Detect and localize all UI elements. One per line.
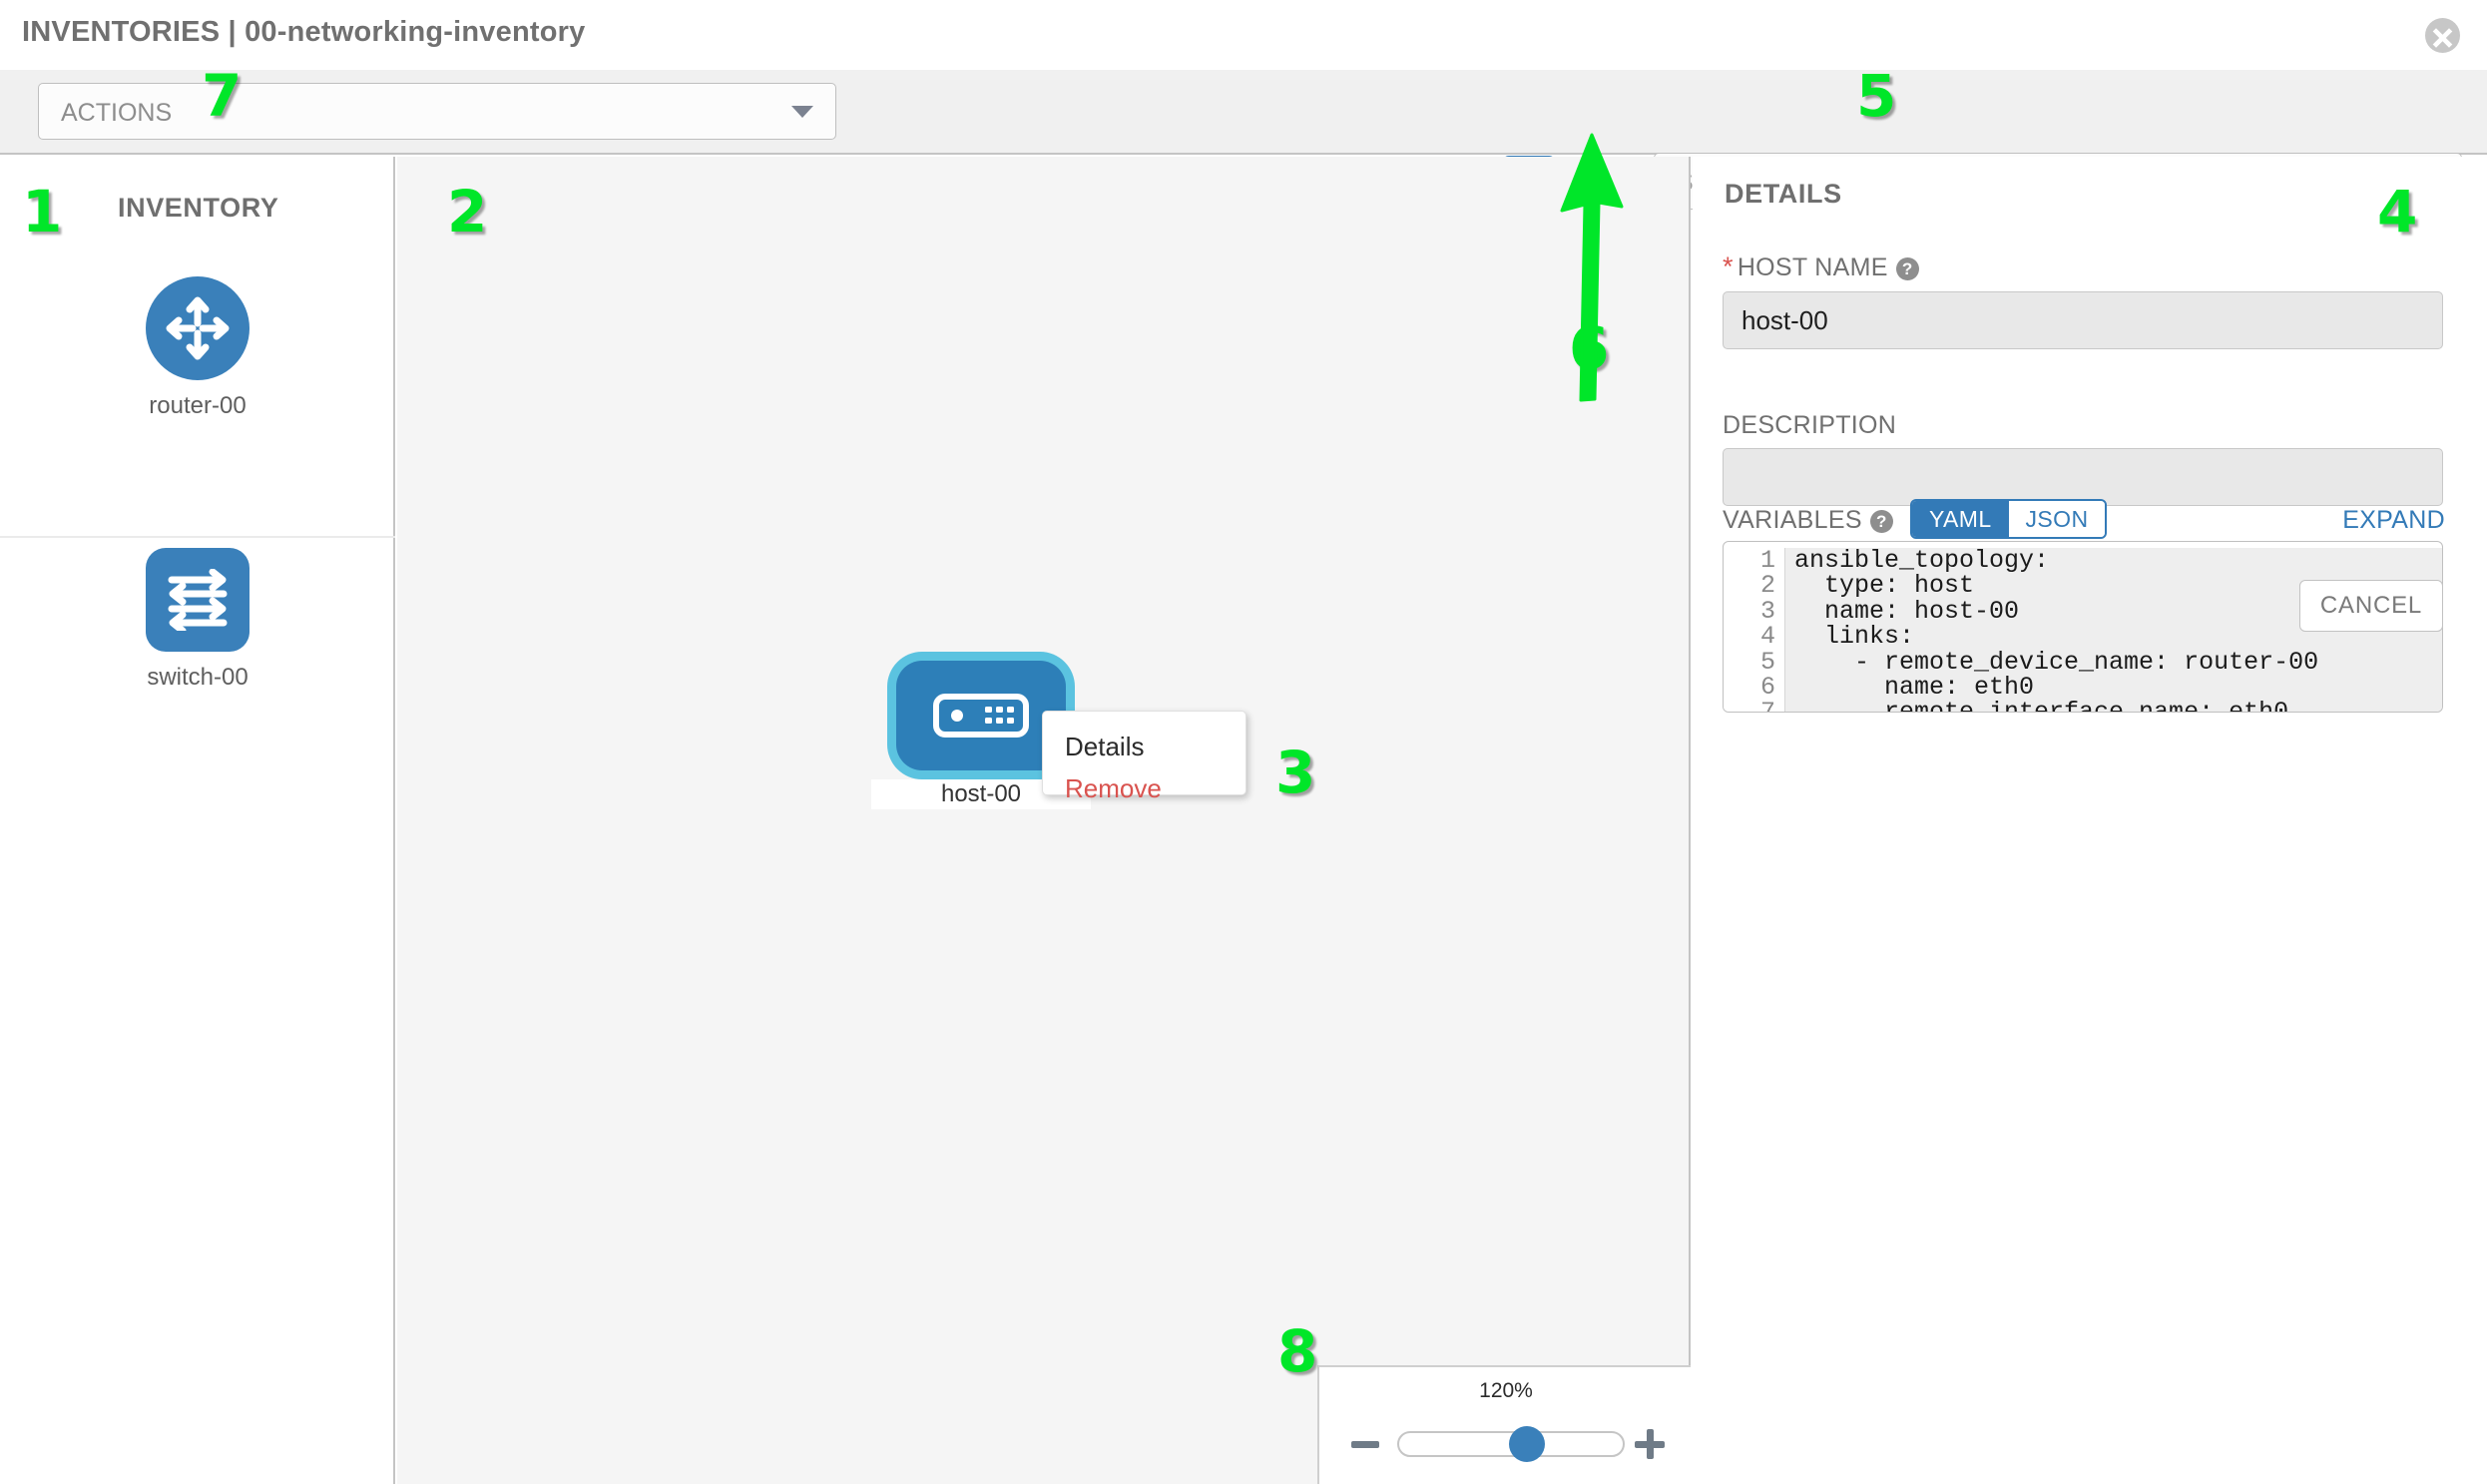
expand-variables-link[interactable]: EXPAND — [2342, 506, 2445, 534]
inventory-panel: INVENTORY router-00 — [0, 157, 395, 1484]
zoom-slider-thumb[interactable] — [1509, 1426, 1545, 1462]
host-name-label: * HOST NAME? — [1723, 251, 1919, 282]
zoom-control-panel: 120% — [1317, 1365, 1691, 1484]
format-toggle-yaml[interactable]: YAML — [1912, 501, 2009, 537]
actions-dropdown[interactable]: ACTIONS — [38, 83, 836, 140]
inventory-divider — [0, 536, 395, 538]
actions-dropdown-label: ACTIONS — [61, 99, 173, 127]
zoom-level-value: 120% — [1479, 1379, 1533, 1402]
chevron-down-icon — [791, 105, 813, 118]
inventory-item-router[interactable]: router-00 — [0, 276, 395, 420]
toolbar: ACTIONS SEARCH — [0, 70, 2487, 210]
format-toggle-json[interactable]: JSON — [2008, 501, 2106, 537]
required-marker: * — [1723, 251, 1734, 281]
inventory-item-label: switch-00 — [147, 664, 249, 691]
modal-titlebar: INVENTORIES | 00-networking-inventory — [0, 0, 2487, 70]
variables-code-editor[interactable]: 1 2 3 4 5 6 7 ansible_topology: type: ho… — [1723, 541, 2443, 713]
variables-format-toggle: YAML JSON — [1910, 499, 2108, 539]
question-mark-icon[interactable]: ? — [1869, 509, 1893, 533]
code-gutter: 1 2 3 4 5 6 7 — [1724, 548, 1785, 712]
variables-label: VARIABLES? — [1723, 506, 1893, 535]
question-mark-icon[interactable]: ? — [1895, 256, 1919, 280]
router-icon — [146, 276, 249, 380]
topology-canvas[interactable]: host-00 Details Remove 120% — [397, 157, 1691, 1484]
switch-icon — [146, 548, 249, 652]
cancel-button[interactable]: CANCEL — [2299, 580, 2443, 632]
topology-node-host-00[interactable] — [896, 661, 1066, 770]
details-panel-title: DETAILS — [1725, 179, 1842, 209]
context-menu-item-remove[interactable]: Remove — [1065, 773, 1162, 803]
inventory-panel-title: INVENTORY — [118, 193, 279, 223]
variables-label-text: VARIABLES — [1723, 506, 1862, 534]
description-field[interactable] — [1723, 448, 2443, 506]
zoom-out-button[interactable] — [1351, 1441, 1379, 1448]
zoom-in-button[interactable] — [1635, 1429, 1665, 1459]
description-label: DESCRIPTION — [1723, 411, 1897, 439]
node-context-menu: Details Remove — [1042, 711, 1246, 803]
details-panel: DETAILS *HOST NAME? DESCRIPTION VARIABLE… — [1693, 157, 2487, 1484]
close-icon[interactable] — [2425, 18, 2460, 53]
page-title: INVENTORIES | 00-networking-inventory — [22, 16, 586, 48]
host-name-field[interactable] — [1723, 291, 2443, 349]
host-name-label-text: HOST NAME — [1737, 253, 1888, 281]
context-menu-item-details[interactable]: Details — [1065, 732, 1145, 761]
inventory-item-switch[interactable]: switch-00 — [0, 548, 395, 692]
server-icon — [933, 694, 1029, 738]
inventory-item-label: router-00 — [149, 392, 247, 419]
